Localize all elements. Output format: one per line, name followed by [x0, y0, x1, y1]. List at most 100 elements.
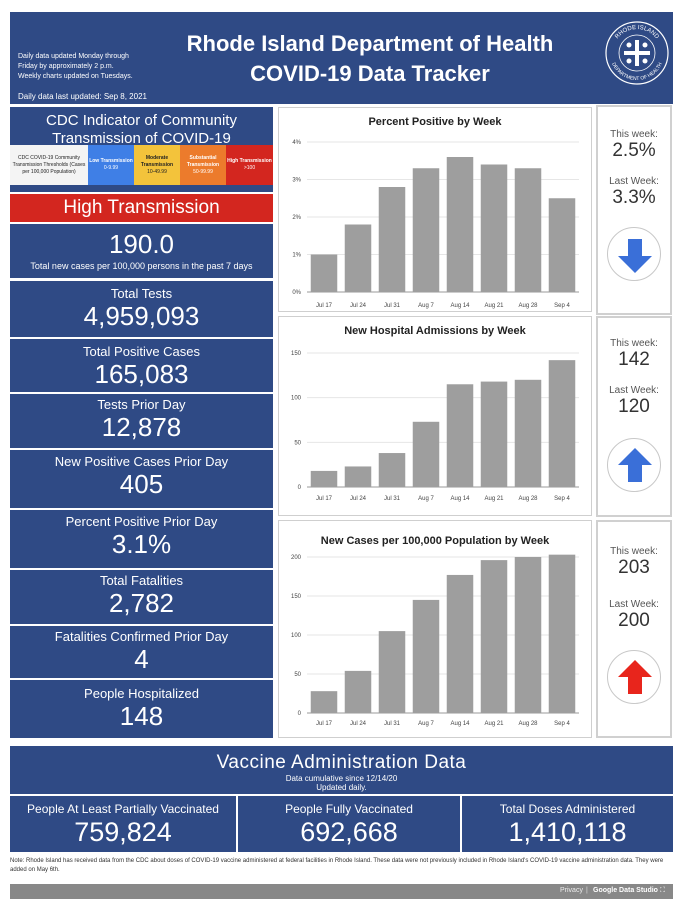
- x-tick-label: Jul 24: [350, 303, 367, 309]
- bar: [548, 198, 576, 292]
- weekly-compare-new-cases: This week: 203 Last Week: 200: [596, 520, 672, 738]
- x-tick-label: Aug 7: [418, 721, 434, 727]
- y-tick-label: 0: [298, 711, 302, 717]
- this-week-label: This week:: [610, 546, 658, 557]
- bar: [412, 168, 440, 292]
- chart-title: New Cases per 100,000 Population by Week: [320, 535, 550, 547]
- this-week-value: 2.5%: [612, 140, 656, 161]
- level-high: High Transmission >100: [226, 145, 273, 185]
- chart-new-cases: New Cases per 100,000 Population by Week…: [278, 520, 592, 738]
- vaccine-value: 1,410,118: [508, 817, 627, 847]
- y-tick-label: 100: [291, 396, 302, 402]
- x-tick-label: Jul 17: [316, 496, 333, 502]
- chart-percent-positive-svg: 0% 1% 2% 3% 4% Jul 17 Jul 24 Jul 31 Aug 7 Aug 14 A…: [292, 140, 579, 309]
- y-tick-label: 150: [291, 351, 302, 357]
- x-tick-label: Jul 17: [316, 303, 333, 309]
- bar: [344, 224, 372, 292]
- x-tick-label: Aug 28: [518, 496, 538, 502]
- x-tick-label: Sep 4: [554, 721, 570, 727]
- level-low-range: 0-9.99: [103, 165, 119, 171]
- google-data-studio-link[interactable]: Google Data Studio: [593, 887, 658, 894]
- vaccine-label: People At Least Partially Vaccinated: [27, 802, 219, 816]
- level-substantial-name: Substantial Transmission: [186, 154, 220, 168]
- stat-value: 4: [134, 644, 149, 674]
- x-tick-label: Jul 17: [316, 721, 333, 727]
- bar: [378, 453, 406, 487]
- bar: [378, 187, 406, 292]
- level-substantial: Substantial Transmission 50-99.99: [180, 145, 226, 185]
- update-schedule-line1: Daily data updated Monday through: [18, 53, 129, 60]
- bar: [446, 574, 474, 713]
- y-tick-label: 200: [291, 555, 302, 561]
- level-low-name: Low Transmission: [89, 158, 133, 164]
- last-week-value: 3.3%: [612, 187, 656, 208]
- footer-divider: |: [586, 887, 588, 894]
- stat-tests-prior-day: Tests Prior Day 12,878: [10, 394, 273, 448]
- chart-title: Percent Positive by Week: [368, 116, 502, 128]
- this-week-label: This week:: [610, 129, 658, 140]
- last-week-value: 200: [618, 610, 650, 631]
- page-subtitle: COVID-19 Data Tracker: [250, 61, 490, 86]
- vaccine-value: 692,668: [300, 817, 398, 847]
- x-tick-label: Aug 21: [484, 721, 504, 727]
- stat-label: People Hospitalized: [84, 686, 199, 701]
- bar: [514, 557, 542, 713]
- vaccine-label: Total Doses Administered: [499, 802, 636, 816]
- stat-value: 165,083: [94, 359, 189, 389]
- x-tick-label: Aug 28: [518, 303, 538, 309]
- cdc-title-line1: CDC Indicator of Community: [46, 112, 237, 129]
- chart-hospital-admissions: New Hospital Admissions by Week 0 50 100 15…: [278, 316, 592, 516]
- stat-label: Total Positive Cases: [82, 344, 201, 359]
- stat-total-tests: Total Tests 4,959,093: [10, 281, 273, 337]
- stat-value: 2,782: [108, 588, 175, 618]
- bar: [412, 599, 440, 713]
- arrow-up-icon: [607, 438, 661, 492]
- vaccine-subtitle2: Updated daily.: [316, 783, 367, 792]
- level-moderate-range: 10-49.99: [147, 168, 167, 175]
- case-rate-value: 190.0: [108, 229, 175, 259]
- stat-label: New Positive Cases Prior Day: [54, 454, 229, 469]
- bar: [310, 470, 338, 487]
- fullscreen-icon[interactable]: ⛶: [660, 887, 665, 894]
- privacy-link[interactable]: Privacy: [560, 887, 583, 894]
- svg-text:RHODE ISLAND: RHODE ISLAND: [614, 25, 660, 41]
- this-week-value: 142: [618, 349, 650, 370]
- y-tick-label: 50: [294, 672, 301, 678]
- bar: [412, 421, 440, 487]
- last-updated: Daily data last updated: Sep 8, 2021: [18, 92, 147, 101]
- vaccine-label: People Fully Vaccinated: [285, 802, 413, 816]
- vaccine-fully-vaccinated: People Fully Vaccinated 692,668: [238, 796, 460, 852]
- last-week-label: Last Week:: [609, 176, 659, 187]
- chart-title: New Hospital Admissions by Week: [344, 325, 526, 337]
- this-week-value: 203: [618, 557, 650, 578]
- stat-value: 148: [119, 701, 164, 731]
- update-schedule-line3: Weekly charts updated on Tuesdays.: [18, 73, 133, 80]
- bar: [514, 379, 542, 487]
- x-tick-label: Jul 31: [384, 496, 401, 502]
- vaccine-section-header: Vaccine Administration Data Data cumulat…: [10, 746, 673, 794]
- threshold-legend-label: CDC COVID-19 Community Transmission Thre…: [10, 145, 88, 185]
- header-banner: Daily data updated Monday through Friday…: [10, 12, 673, 104]
- y-tick-label: 50: [294, 440, 301, 446]
- vaccine-total-doses: Total Doses Administered 1,410,118: [462, 796, 673, 852]
- stat-percent-positive-prior-day: Percent Positive Prior Day 3.1%: [10, 510, 273, 568]
- vaccine-value: 759,824: [74, 817, 172, 847]
- bar: [344, 670, 372, 713]
- level-high-name: High Transmission: [227, 158, 272, 164]
- level-moderate: Moderate Transmission 10-49.99: [134, 145, 180, 185]
- case-rate-label: Total new cases per 100,000 persons in t…: [30, 261, 253, 271]
- stat-total-fatalities: Total Fatalities 2,782: [10, 570, 273, 624]
- page-title: Rhode Island Department of Health: [186, 31, 554, 56]
- arrow-up-icon: [607, 650, 661, 704]
- stat-total-positive: Total Positive Cases 165,083: [10, 339, 273, 392]
- stat-label: Percent Positive Prior Day: [65, 514, 218, 529]
- vaccine-title: Vaccine Administration Data: [216, 752, 467, 773]
- bar: [480, 381, 508, 487]
- stat-label: Total Fatalities: [99, 573, 184, 588]
- level-moderate-name: Moderate Transmission: [140, 154, 174, 168]
- bar: [310, 254, 338, 292]
- chart-new-cases-svg: 0 50 100 150 200 Jul 17 Jul 24 Jul 31 Aug 7 Aug 1…: [291, 554, 579, 727]
- arrow-down-icon: [607, 227, 661, 281]
- transmission-status-badge: High Transmission: [10, 194, 273, 222]
- report-footer: Privacy | Google Data Studio ⛶: [10, 884, 673, 899]
